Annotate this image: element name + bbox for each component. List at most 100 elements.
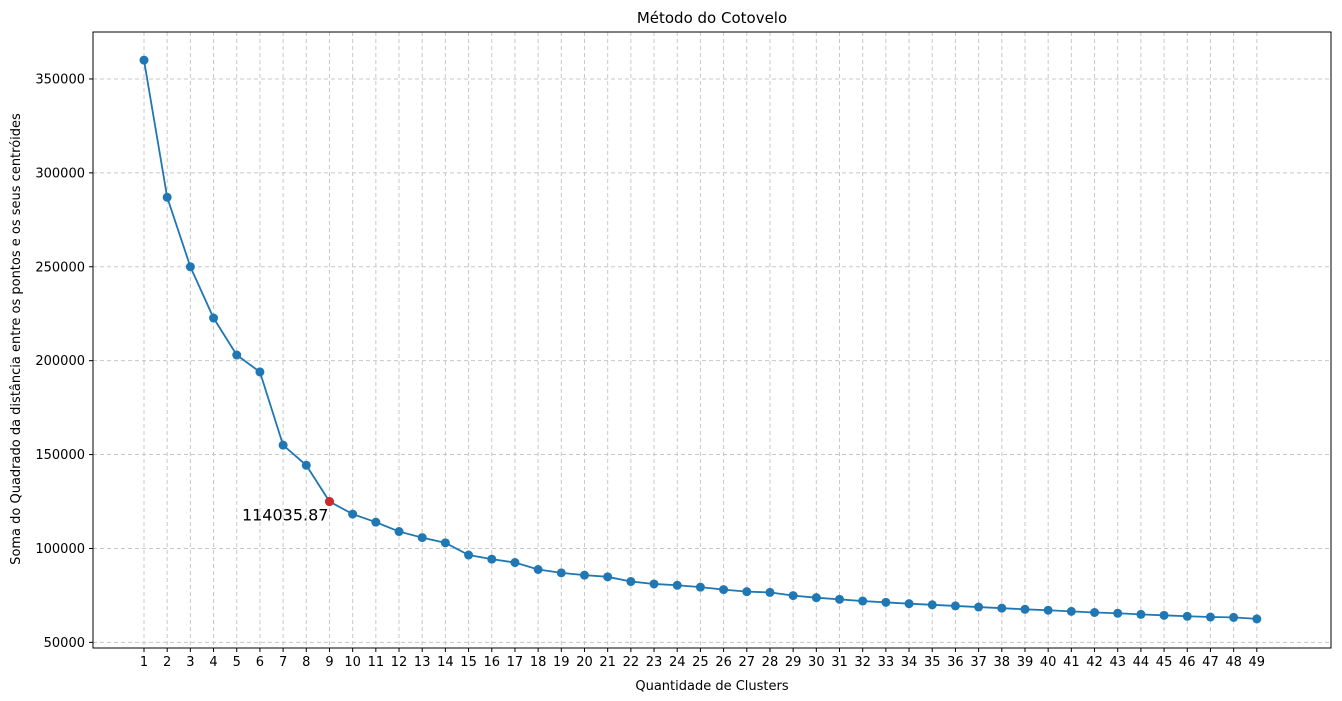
grid-lines [93,32,1331,648]
data-point [1066,606,1076,616]
y-tick-label: 100000 [35,542,85,557]
x-tick-label: 13 [414,655,431,670]
data-point [139,55,149,65]
x-tick-label: 40 [1040,655,1057,670]
data-point [1159,610,1169,620]
data-point [719,585,729,595]
data-point [556,568,566,578]
x-tick-label: 46 [1179,655,1196,670]
x-tick-label: 19 [553,655,570,670]
x-tick-label: 15 [460,655,477,670]
data-point [510,558,520,568]
x-tick-label: 48 [1225,655,1242,670]
data-point [997,603,1007,613]
x-tick-label: 18 [530,655,547,670]
data-point [1043,605,1053,615]
x-tick-label: 43 [1109,655,1126,670]
data-point [626,577,636,587]
data-point [881,597,891,607]
data-point [255,367,265,377]
x-tick-label: 8 [302,655,310,670]
elbow-point [324,497,334,507]
data-point [742,587,752,597]
x-axis-ticks: 1 2 3 4 5 6 7 8 9 10 11 12 13 14 15 16 17 18 19 20 21 22 23 24 2… [140,648,1265,670]
x-tick-label: 10 [344,655,361,670]
x-tick-label: 36 [947,655,964,670]
x-axis-label: Quantidade de Clusters [635,679,789,694]
x-tick-label: 42 [1086,655,1103,670]
highlight-group: 114035.87 [242,497,334,525]
x-tick-label: 45 [1156,655,1173,670]
y-axis-label: Soma do Quadrado da distância entre os p… [9,113,24,565]
series-polyline [143,60,1257,620]
data-point [672,580,682,590]
x-tick-label: 3 [186,655,194,670]
x-tick-label: 14 [437,655,454,670]
y-tick-label: 300000 [35,166,85,181]
data-point [1090,608,1100,618]
data-point [649,579,659,589]
x-tick-label: 23 [646,655,663,670]
x-tick-label: 2 [163,655,171,670]
x-tick-label: 38 [994,655,1011,670]
data-point [487,554,497,564]
x-tick-label: 25 [692,655,709,670]
x-tick-label: 37 [970,655,987,670]
x-tick-label: 49 [1249,655,1266,670]
x-tick-label: 17 [507,655,524,670]
data-point [603,572,613,582]
data-point [835,594,845,604]
x-tick-label: 5 [233,655,241,670]
data-point [394,527,404,537]
data-point [162,192,172,202]
data-point [417,533,427,543]
data-point [1229,612,1239,622]
x-tick-label: 28 [762,655,779,670]
elbow-annotation: 114035.87 [242,506,329,525]
data-point [904,599,914,609]
data-point [533,564,543,574]
data-point [464,550,474,560]
chart-title: Método do Cotovelo [637,9,787,27]
plot-frame [92,31,1332,649]
x-tick-label: 11 [368,655,385,670]
x-tick-label: 33 [878,655,895,670]
x-tick-label: 44 [1133,655,1150,670]
data-point [1182,611,1192,621]
data-point [1113,608,1123,618]
data-point [858,596,868,606]
x-tick-label: 1 [140,655,148,670]
x-tick-label: 26 [715,655,732,670]
data-point [695,582,705,592]
x-tick-label: 6 [256,655,264,670]
data-point [1020,604,1030,614]
series-line [143,60,1257,620]
data-point [811,593,821,603]
data-point [788,591,798,601]
data-point [185,262,195,272]
x-tick-label: 34 [901,655,918,670]
x-tick-label: 30 [808,655,825,670]
x-tick-label: 9 [325,655,333,670]
y-tick-label: 350000 [35,72,85,87]
x-tick-label: 24 [669,655,686,670]
x-tick-label: 32 [854,655,871,670]
x-tick-label: 31 [831,655,848,670]
y-tick-label: 150000 [35,448,85,463]
data-point [765,587,775,597]
data-point [1252,614,1262,624]
x-tick-label: 39 [1017,655,1034,670]
data-point [301,460,311,470]
data-point [209,313,219,323]
x-tick-label: 4 [209,655,217,670]
data-point [371,517,381,527]
data-point [579,570,589,580]
x-tick-label: 41 [1063,655,1080,670]
data-points [139,55,1262,624]
y-axis-ticks: 50000 100000 150000 200000 250000 300000 35000… [35,72,93,651]
x-tick-label: 29 [785,655,802,670]
x-tick-label: 16 [483,655,500,670]
data-point [927,600,937,610]
data-point [1205,612,1215,622]
data-point [974,602,984,612]
